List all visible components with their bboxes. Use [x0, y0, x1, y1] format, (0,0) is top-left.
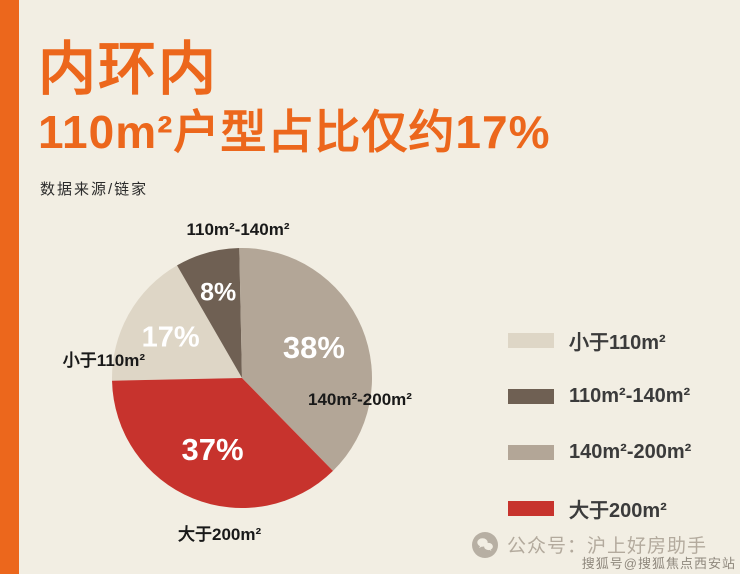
pie-chart [112, 248, 372, 508]
pie-slice [112, 378, 333, 508]
legend-item-over-200: 大于200m² [508, 498, 728, 522]
legend-swatch-over-200 [508, 500, 554, 516]
left-accent-bar [0, 0, 19, 574]
legend-label-110-140: 110m²-140m² [569, 384, 691, 407]
legend-item-110-140: 110m²-140m² [508, 384, 728, 407]
wechat-watermark: 公众号：沪上好房助手 [472, 531, 707, 558]
pie-chart-area: 17% 8% 38% 37% 110m²-140m² 小于110m² 140m²-20… [30, 218, 510, 563]
legend-swatch-110-140 [508, 388, 554, 404]
legend-label-over-200: 大于200m² [569, 499, 667, 522]
legend-swatch-140-200 [508, 444, 554, 460]
sohu-watermark: 搜狐号@搜狐焦点西安站 [581, 556, 736, 571]
legend-swatch-under-110 [508, 332, 554, 348]
slice-label-over-200: 大于200m² [178, 525, 262, 544]
slice-label-110-140: 110m²-140m² [186, 220, 290, 239]
legend-item-140-200: 140m²-200m² [508, 440, 728, 463]
pie-slice [239, 248, 372, 471]
slice-label-under-110: 小于110m² [62, 351, 145, 370]
legend-label-under-110: 小于110m² [569, 331, 666, 354]
legend-label-140-200: 140m²-200m² [569, 440, 692, 463]
page-title: 内环内 [38, 37, 219, 102]
legend: 小于110m² 110m²-140m² 140m²-200m² 大于200m² [508, 330, 728, 554]
wechat-icon [472, 531, 498, 558]
slice-label-140-200: 140m²-200m² [308, 390, 412, 409]
data-source-label: 数据来源/链家 [40, 181, 149, 198]
pie-slice [112, 265, 242, 381]
legend-item-under-110: 小于110m² [508, 330, 728, 354]
pie-slice [177, 248, 242, 378]
wechat-watermark-text: 公众号：沪上好房助手 [507, 536, 708, 557]
page-subtitle: 110m²户型占比仅约17% [38, 106, 551, 158]
